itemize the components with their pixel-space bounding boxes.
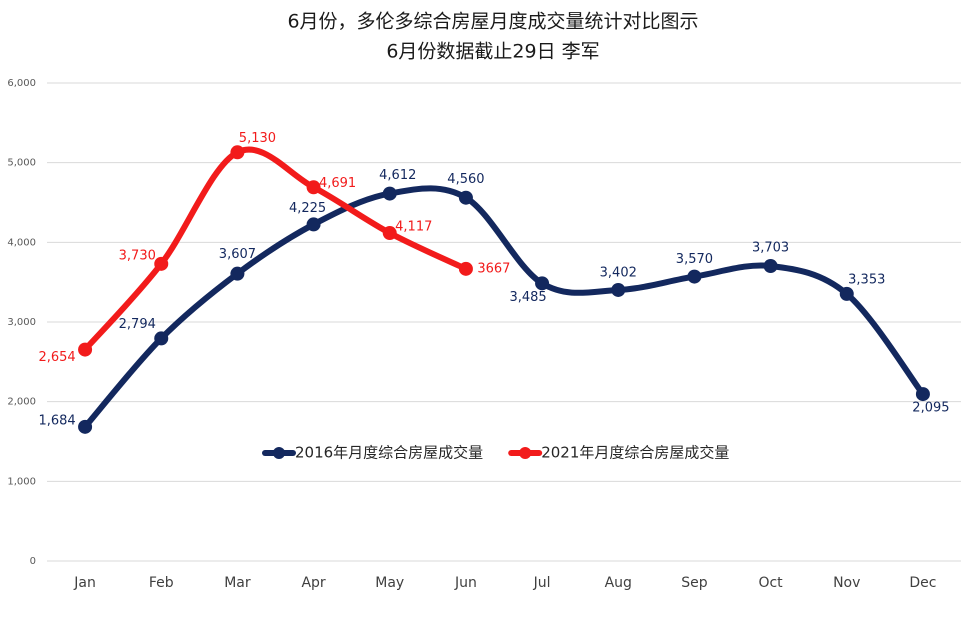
data-label: 3667 — [477, 261, 510, 276]
data-point — [915, 387, 930, 402]
x-tick-label: Oct — [758, 575, 783, 591]
data-label: 3,570 — [676, 252, 713, 267]
data-point — [458, 261, 473, 276]
legend-label: 2021年月度综合房屋成交量 — [541, 444, 729, 462]
x-tick-label: Feb — [149, 575, 174, 591]
x-tick-label: Jun — [454, 575, 477, 591]
x-tick-label: Sep — [681, 575, 708, 591]
data-point — [230, 145, 245, 160]
data-point — [154, 256, 169, 271]
data-label: 3,703 — [752, 240, 789, 255]
data-label: 4,225 — [289, 201, 326, 216]
data-label: 2,794 — [119, 317, 156, 332]
x-tick-label: Jul — [533, 575, 551, 591]
data-label: 4,117 — [395, 220, 432, 235]
legend-label: 2016年月度综合房屋成交量 — [295, 444, 483, 462]
data-point — [535, 276, 550, 291]
legend-marker — [519, 447, 532, 459]
chart-subtitle: 6月份数据截止29日 李军 — [386, 41, 599, 63]
y-tick-label: 0 — [30, 556, 36, 567]
y-tick-label: 4,000 — [7, 237, 36, 248]
x-tick-label: Jan — [73, 575, 96, 591]
y-tick-label: 3,000 — [7, 317, 36, 328]
data-point — [78, 419, 93, 434]
data-label: 3,402 — [600, 265, 637, 280]
data-label: 3,607 — [219, 247, 256, 262]
data-label: 4,560 — [447, 172, 484, 187]
x-tick-label: Mar — [224, 575, 251, 591]
data-label: 1,684 — [38, 413, 75, 428]
data-point — [306, 180, 321, 195]
series-line — [82, 185, 926, 430]
x-tick-label: Nov — [833, 575, 860, 591]
x-tick-label: Dec — [909, 575, 936, 591]
data-point — [306, 217, 321, 232]
data-label: 3,730 — [119, 248, 156, 263]
data-point — [382, 186, 397, 201]
data-point — [839, 286, 854, 301]
x-tick-label: May — [375, 575, 404, 591]
data-point — [230, 266, 245, 281]
x-tick-label: Apr — [301, 575, 325, 591]
data-label: 4,612 — [379, 168, 416, 183]
y-tick-label: 5,000 — [7, 158, 36, 169]
y-tick-label: 1,000 — [7, 476, 36, 487]
data-point — [687, 269, 702, 284]
data-point — [78, 342, 93, 357]
data-point — [611, 282, 626, 297]
data-point — [458, 190, 473, 205]
data-label: 2,654 — [38, 350, 75, 365]
data-point — [154, 331, 169, 346]
legend-marker — [273, 447, 285, 459]
data-label: 3,353 — [848, 272, 885, 287]
data-label: 5,130 — [239, 131, 276, 146]
data-point — [763, 258, 778, 273]
y-tick-label: 2,000 — [7, 397, 36, 408]
chart-title: 6月份，多伦多综合房屋月度成交量统计对比图示 — [287, 11, 698, 33]
data-point — [382, 226, 397, 241]
x-tick-label: Aug — [605, 575, 632, 591]
data-label: 3,485 — [509, 290, 546, 305]
y-tick-label: 6,000 — [7, 78, 36, 89]
data-label: 2,095 — [912, 401, 949, 416]
data-label: 4,691 — [319, 176, 356, 191]
